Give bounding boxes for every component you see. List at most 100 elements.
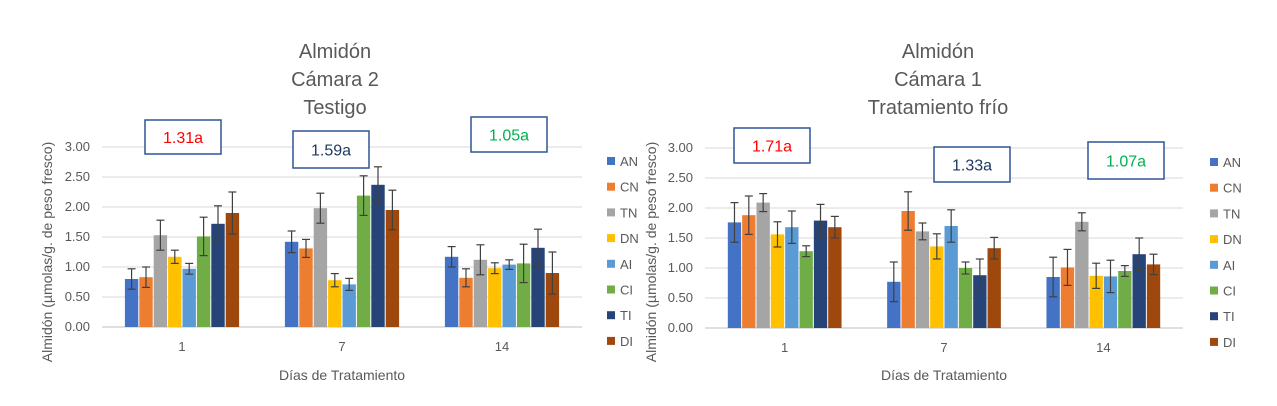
chart-1-title-line-1: Almidón bbox=[299, 41, 371, 63]
chart-1-legend-label-ci: CI bbox=[620, 283, 633, 298]
chart-2-legend-label-tn: TN bbox=[1223, 206, 1240, 221]
chart-1-bar-tn-day-1 bbox=[153, 235, 168, 327]
chart-1-bar-ti-day-1 bbox=[211, 223, 225, 327]
chart-1-bar-di-day-14 bbox=[545, 273, 560, 327]
chart-1-bar-tn-day-14 bbox=[473, 259, 488, 327]
chart-1-y-tick-label: 3.00 bbox=[65, 139, 90, 154]
chart-2-annotation-box-day-7 bbox=[933, 146, 1011, 183]
chart-2-x-tick-label: 1 bbox=[781, 340, 788, 355]
chart-2-bar-cn-day-7 bbox=[901, 211, 915, 328]
chart-1-legend-label-di: DI bbox=[620, 334, 633, 349]
chart-2-bar-tn-day-1 bbox=[756, 202, 770, 328]
chart-1-bar-an-day-7 bbox=[284, 241, 299, 327]
chart-1-x-tick-label: 14 bbox=[495, 339, 509, 354]
chart-2-bar-an-day-7 bbox=[887, 281, 901, 328]
chart-2-annotation-text-day-1: 1.71a bbox=[752, 139, 792, 156]
chart-2-y-axis-label: Almidón (µmolas/g. de peso fresco) bbox=[643, 142, 659, 363]
chart-1-legend-swatch-di bbox=[607, 336, 615, 345]
chart-2-bar-ti-day-7 bbox=[973, 275, 987, 328]
chart-1-legend-label-cn: CN bbox=[620, 180, 639, 195]
chart-1-bar-ci-day-7 bbox=[356, 195, 371, 327]
chart-2-bar-ti-day-1 bbox=[813, 220, 828, 328]
chart-2-bar-an-day-1 bbox=[727, 222, 742, 328]
chart-2-bar-ai-day-1 bbox=[785, 227, 799, 328]
chart-1-bar-ti-day-14 bbox=[531, 247, 545, 327]
chart-2-legend-swatch-di bbox=[1210, 337, 1218, 346]
chart-1-bar-ti-day-7 bbox=[371, 184, 385, 327]
chart-1-bar-ai-day-7 bbox=[342, 284, 356, 327]
chart-2: Almidón Cámara 1 Tratamiento frío 0.00 0.50 1… bbox=[643, 41, 1242, 383]
chart-2-title-line-3: Tratamiento frío bbox=[868, 97, 1008, 119]
chart-1-bar-dn-day-7 bbox=[328, 280, 342, 327]
chart-1-bar-ai-day-1 bbox=[182, 268, 196, 327]
chart-2-y-tick-label: 3.00 bbox=[668, 140, 693, 155]
chart-2-bar-ti-day-14 bbox=[1132, 254, 1146, 328]
chart-2-bar-cn-day-14 bbox=[1060, 267, 1075, 328]
chart-2-title-line-1: Almidón bbox=[902, 41, 974, 63]
chart-2-x-axis-label: Días de Tratamiento bbox=[881, 367, 1007, 383]
chart-1-x-tick-label: 1 bbox=[178, 339, 185, 354]
chart-2-bar-ai-day-7 bbox=[944, 226, 958, 328]
chart-2-x-tick-label: 14 bbox=[1096, 340, 1110, 355]
chart-1-legend-label-ti: TI bbox=[620, 308, 632, 323]
chart-1-bar-an-day-1 bbox=[124, 279, 139, 327]
chart-2-legend-label-ai: AI bbox=[1223, 258, 1235, 273]
chart-1-bar-dn-day-14 bbox=[488, 268, 502, 327]
chart-2-x-tick-label: 7 bbox=[940, 340, 947, 355]
chart-2-annotation-box-day-14 bbox=[1087, 141, 1165, 180]
chart-1-legend-label-an: AN bbox=[620, 154, 638, 169]
chart-1-bar-ci-day-14 bbox=[516, 263, 531, 327]
chart-1-legend-swatch-dn bbox=[607, 234, 615, 243]
chart-1-bar-di-day-1 bbox=[225, 213, 240, 327]
chart-1-annotation-text-day-14: 1.05a bbox=[489, 128, 529, 145]
chart-2-title-line-2: Cámara 1 bbox=[894, 69, 982, 91]
chart-2-bar-ci-day-7 bbox=[958, 268, 973, 328]
chart-1-legend-label-ai: AI bbox=[620, 257, 632, 272]
chart-1-title-line-2: Cámara 2 bbox=[291, 69, 379, 91]
chart-2-bar-dn-day-7 bbox=[930, 246, 944, 328]
chart-1-legend-swatch-ci bbox=[607, 285, 615, 294]
chart-2-bar-di-day-14 bbox=[1146, 264, 1161, 328]
chart-2-y-tick-label: 1.00 bbox=[668, 260, 693, 275]
chart-1-legend-swatch-ai bbox=[607, 259, 615, 268]
chart-2-y-tick-label: 1.50 bbox=[668, 230, 693, 245]
chart-1-annotation-text-day-1: 1.31a bbox=[163, 130, 203, 147]
chart-2-bar-an-day-14 bbox=[1046, 277, 1060, 328]
chart-2-legend-swatch-tn bbox=[1210, 209, 1218, 218]
chart-1: Almidón Cámara 2 Testigo 0.00 0.50 1.00 1.50 2.… bbox=[39, 41, 639, 383]
chart-1-y-tick-label: 1.00 bbox=[65, 259, 90, 274]
chart-2-y-tick-label: 0.00 bbox=[668, 320, 693, 335]
chart-2-legend-swatch-ai bbox=[1210, 260, 1218, 269]
chart-2-annotation-box-day-1 bbox=[733, 127, 811, 164]
chart-1-legend-swatch-cn bbox=[607, 182, 615, 191]
chart-1-y-tick-label: 2.50 bbox=[65, 169, 90, 184]
chart-2-bar-ci-day-1 bbox=[799, 251, 813, 328]
chart-2-y-tick-label: 2.00 bbox=[668, 200, 693, 215]
chart-1-annotation-box-day-1 bbox=[144, 119, 222, 155]
chart-1-bar-di-day-7 bbox=[385, 210, 400, 327]
chart-2-y-tick-label: 2.50 bbox=[668, 170, 693, 185]
chart-1-legend-swatch-an bbox=[607, 157, 615, 165]
chart-1-bar-dn-day-1 bbox=[168, 256, 182, 327]
chart-2-legend-swatch-an bbox=[1210, 158, 1218, 166]
chart-1-bar-ai-day-14 bbox=[502, 264, 516, 327]
chart-2-legend-swatch-dn bbox=[1210, 235, 1218, 244]
chart-1-legend-swatch-ti bbox=[607, 311, 615, 320]
chart-2-bar-tn-day-7 bbox=[915, 231, 930, 328]
chart-1-legend-label-tn: TN bbox=[620, 205, 637, 220]
chart-2-y-tick-label: 0.50 bbox=[668, 290, 693, 305]
chart-1-bar-tn-day-7 bbox=[313, 208, 328, 327]
chart-1-legend-swatch-tn bbox=[607, 208, 615, 217]
chart-2-bar-di-day-1 bbox=[828, 227, 842, 328]
chart-1-y-axis-label: Almidón (µmolas/g. de peso fresco) bbox=[39, 142, 55, 363]
chart-2-legend-label-di: DI bbox=[1223, 335, 1236, 350]
chart-1-y-tick-label: 1.50 bbox=[65, 229, 90, 244]
chart-2-legend-swatch-ci bbox=[1210, 286, 1218, 295]
chart-1-title-line-3: Testigo bbox=[303, 97, 366, 119]
chart-1-y-tick-label: 2.00 bbox=[65, 199, 90, 214]
chart-1-bar-cn-day-14 bbox=[459, 277, 473, 327]
chart-2-legend-label-ci: CI bbox=[1223, 284, 1236, 299]
chart-1-y-tick-label: 0.00 bbox=[65, 319, 90, 334]
chart-2-annotation-text-day-14: 1.07a bbox=[1106, 154, 1146, 171]
